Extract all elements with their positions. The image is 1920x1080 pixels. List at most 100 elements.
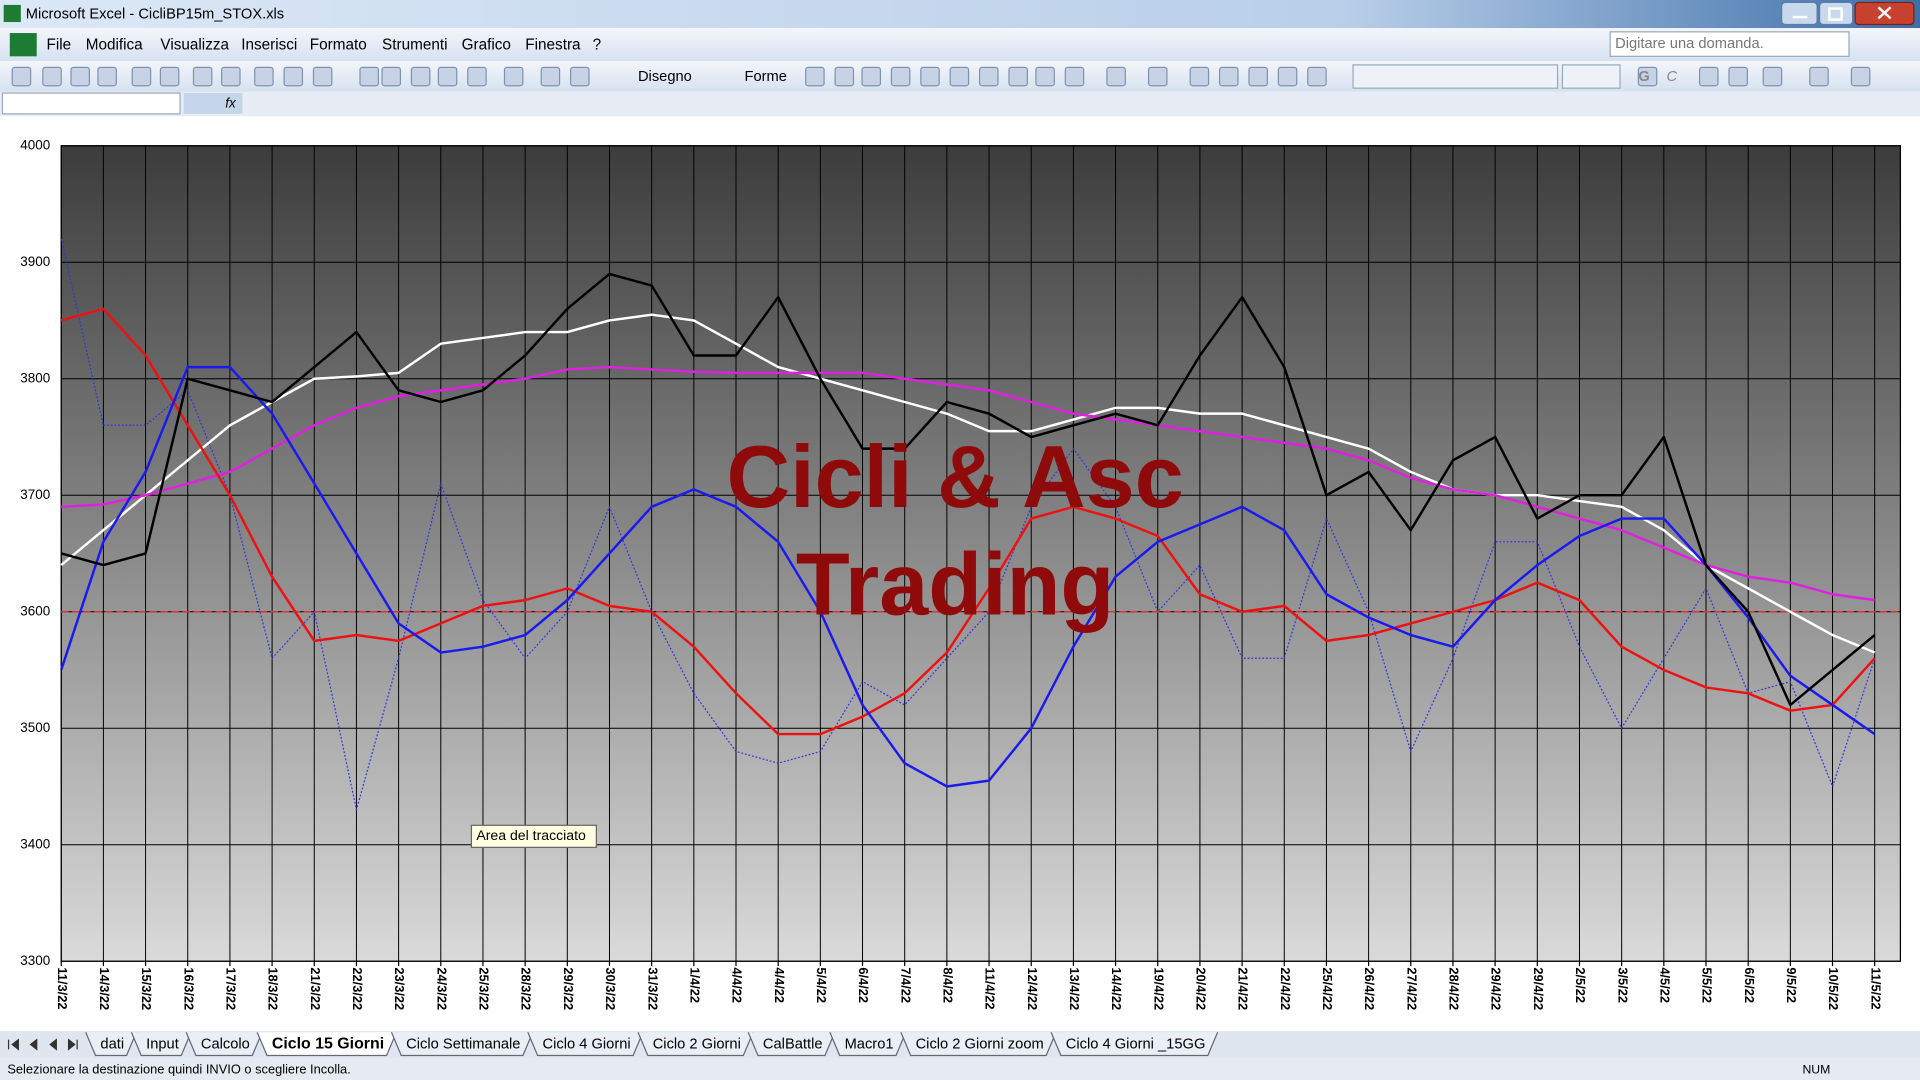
series-line xyxy=(60,365,1876,788)
sheet-tab-label: dati xyxy=(100,1036,124,1052)
toolbar-icon[interactable] xyxy=(1809,66,1829,87)
menu-item[interactable]: Inserisci xyxy=(241,36,297,53)
menu-item[interactable]: ? xyxy=(593,36,602,53)
toolbar-icon[interactable] xyxy=(159,66,180,87)
toolbar-icon[interactable] xyxy=(1307,66,1327,87)
italic-button[interactable]: C xyxy=(1667,69,1678,85)
menu-item[interactable]: Formato xyxy=(310,36,367,53)
x-tick-label: 28/3/22 xyxy=(519,967,534,1010)
toolbar-icon[interactable] xyxy=(131,66,152,87)
toolbar-icon[interactable] xyxy=(70,66,90,87)
toolbar-icon[interactable] xyxy=(503,66,524,87)
sheet-tab[interactable]: Input xyxy=(130,1032,192,1057)
toolbar-icon[interactable] xyxy=(540,66,561,87)
toolbar-icon[interactable] xyxy=(1035,66,1055,87)
toolbar-icon[interactable] xyxy=(381,66,402,87)
fx-button[interactable]: fx xyxy=(225,96,237,111)
help-box[interactable] xyxy=(1609,31,1850,57)
sheet-tab[interactable]: Ciclo 2 Giorni zoom xyxy=(900,1032,1057,1057)
toolbar-icon[interactable] xyxy=(467,66,487,87)
toolbar-icon[interactable] xyxy=(1728,66,1748,87)
menu-item[interactable]: Modifica xyxy=(86,36,143,53)
x-tick-label: 7/4/22 xyxy=(898,967,913,1003)
x-tick-label: 6/4/22 xyxy=(856,967,871,1003)
x-tick-label: 5/4/22 xyxy=(814,967,829,1003)
sheet-tab[interactable]: Ciclo 4 Giorni _15GG xyxy=(1050,1032,1219,1057)
toolbar-icon[interactable] xyxy=(1277,66,1298,87)
sheet-tab[interactable]: Ciclo 2 Giorni xyxy=(637,1032,754,1057)
x-tick-label: 2/5/22 xyxy=(1573,967,1588,1003)
drawing-menu[interactable]: Disegno xyxy=(638,69,692,85)
sheet-tab[interactable]: Calcolo xyxy=(185,1032,263,1057)
toolbar-icon[interactable] xyxy=(834,66,855,87)
toolbar-icon[interactable] xyxy=(1106,66,1126,87)
toolbar-icon[interactable] xyxy=(11,66,32,87)
x-tick-label: 21/3/22 xyxy=(308,967,323,1010)
menu-icon xyxy=(9,33,37,57)
toolbar-icon[interactable] xyxy=(437,66,458,87)
toolbar-icon[interactable] xyxy=(254,66,274,87)
toolbar-icon[interactable] xyxy=(312,66,333,87)
toolbar-icon[interactable] xyxy=(1189,66,1210,87)
toolbar-icon[interactable] xyxy=(949,66,970,87)
shapes-menu[interactable]: Forme xyxy=(744,69,786,85)
toolbar-icon[interactable] xyxy=(861,66,882,87)
name-box[interactable] xyxy=(1,92,181,115)
toolbar-icon[interactable] xyxy=(1248,66,1268,87)
tab-nav-buttons[interactable] xyxy=(7,1038,78,1051)
maximize-button[interactable] xyxy=(1818,1,1854,26)
sheet-tab[interactable]: CalBattle xyxy=(747,1032,836,1057)
toolbar-icon[interactable] xyxy=(1762,66,1783,87)
app-icon xyxy=(3,4,21,23)
size-box[interactable] xyxy=(1561,64,1621,89)
toolbar-icon[interactable] xyxy=(1147,66,1168,87)
sheet-tab-label: Macro1 xyxy=(845,1036,894,1052)
window-button-glyphs xyxy=(1792,6,1892,21)
y-tick-label: 3400 xyxy=(20,836,50,851)
sheet-tab[interactable]: Macro1 xyxy=(829,1032,907,1057)
toolbar-icon[interactable] xyxy=(1064,66,1085,87)
toolbar-icon[interactable] xyxy=(978,66,999,87)
x-tick-label: 26/4/22 xyxy=(1362,967,1377,1010)
toolbar-icon[interactable] xyxy=(97,66,117,87)
sheet-tab[interactable]: Ciclo 4 Giorni xyxy=(527,1032,644,1057)
toolbar-icon[interactable] xyxy=(192,66,213,87)
formula-tools xyxy=(183,93,243,114)
toolbar-icon[interactable] xyxy=(805,66,825,87)
toolbar-icon[interactable] xyxy=(1850,66,1871,87)
menu-item[interactable]: File xyxy=(47,36,72,53)
sheet-tab[interactable]: dati xyxy=(85,1032,137,1057)
toolbar-icon[interactable] xyxy=(1637,66,1658,87)
font-box[interactable] xyxy=(1352,64,1559,89)
x-tick-label: 13/4/22 xyxy=(1067,967,1082,1010)
toolbar-icon[interactable] xyxy=(1008,66,1028,87)
menu-item[interactable]: Finestra xyxy=(525,36,581,53)
toolbar-icon[interactable] xyxy=(42,66,62,87)
toolbar-icon[interactable] xyxy=(1698,66,1719,87)
sheet-tab-shape xyxy=(390,1032,534,1057)
sheet-tab-shape xyxy=(900,1032,1057,1057)
y-tick-label: 3900 xyxy=(20,254,50,269)
toolbar-icon[interactable] xyxy=(570,66,590,87)
sheet-tab[interactable]: Ciclo 15 Giorni xyxy=(256,1032,397,1057)
x-tick-label: 5/5/22 xyxy=(1700,967,1715,1003)
toolbar-icon[interactable] xyxy=(410,66,431,87)
toolbar-icon[interactable] xyxy=(283,66,304,87)
menu-item[interactable]: Visualizza xyxy=(160,36,229,53)
menu-item[interactable]: Grafico xyxy=(462,36,511,53)
minimize-button[interactable] xyxy=(1781,1,1818,26)
x-tick-label: 17/3/22 xyxy=(224,967,239,1010)
toolbar-icon[interactable] xyxy=(920,66,940,87)
x-tick-label: 6/5/22 xyxy=(1742,967,1757,1003)
toolbar-icon[interactable] xyxy=(359,66,379,87)
toolbar-icon[interactable] xyxy=(1218,66,1239,87)
toolbar-icon[interactable] xyxy=(890,66,911,87)
bold-button[interactable]: G xyxy=(1638,69,1649,85)
sheet-tab-shape xyxy=(527,1032,644,1057)
menu-item[interactable]: Strumenti xyxy=(382,36,447,53)
sheet-tab[interactable]: Ciclo Settimanale xyxy=(390,1032,534,1057)
toolbar-icon[interactable] xyxy=(221,66,241,87)
sheet-tab-shape xyxy=(829,1032,907,1057)
sheet-tab-shape xyxy=(185,1032,263,1057)
